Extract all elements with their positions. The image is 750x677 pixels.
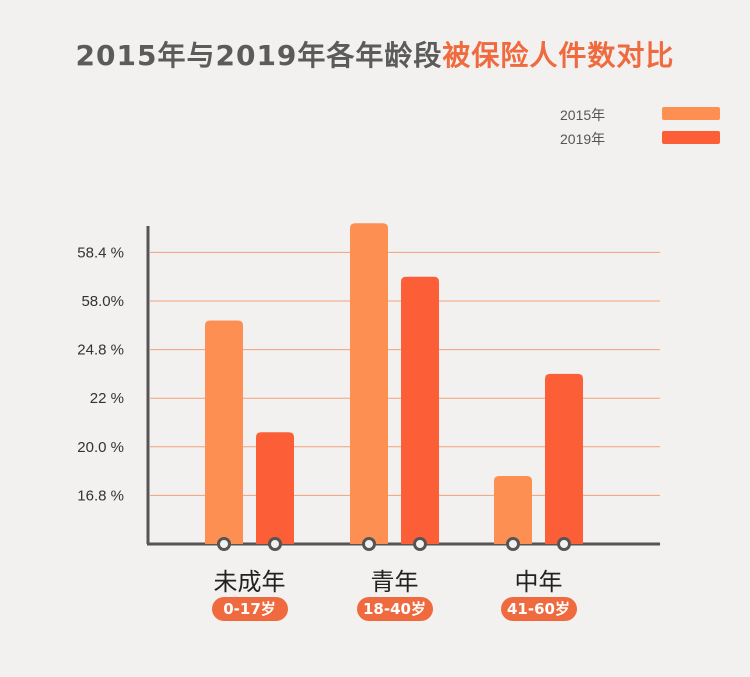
- bar-base-marker: [557, 537, 571, 551]
- y-tick-label: 16.8 %: [77, 487, 124, 504]
- bar-base-marker: [506, 537, 520, 551]
- age-range-badge: 41-60岁: [500, 597, 577, 621]
- age-range-badge: 0-17岁: [211, 597, 288, 621]
- legend-item-2019: 2019年: [560, 126, 730, 150]
- legend-label: 2019年: [560, 131, 606, 147]
- bar-2015年-未成年: [205, 320, 243, 544]
- bar-2015年-中年: [494, 475, 532, 544]
- bar-2019年-中年: [545, 373, 583, 544]
- bar-2019年-青年: [401, 276, 439, 544]
- legend-swatch: [662, 107, 720, 120]
- legend-item-2015: 2015年: [560, 102, 730, 126]
- chart-title: 2015年与2019年各年龄段被保险人件数对比: [0, 34, 750, 74]
- title-part-accent: 被保险人件数对比: [442, 39, 675, 72]
- bar-base-marker: [413, 537, 427, 551]
- y-tick-label: 20.0 %: [77, 439, 124, 456]
- bar-2019年-未成年: [256, 432, 294, 544]
- x-category-label: 中年: [514, 568, 563, 596]
- title-part-gray: 2015年与2019年各年龄段: [75, 39, 443, 72]
- y-tick-label: 58.4 %: [77, 244, 124, 261]
- x-category-label: 青年: [370, 568, 419, 596]
- legend-label: 2015年: [560, 107, 606, 123]
- legend-swatch: [662, 131, 720, 144]
- bar-base-marker: [268, 537, 282, 551]
- bar-base-marker: [217, 537, 231, 551]
- bar-base-marker: [362, 537, 376, 551]
- age-range-badge: 18-40岁: [356, 597, 433, 621]
- y-tick-label: 22 %: [90, 390, 124, 407]
- bar-2015年-青年: [350, 223, 388, 545]
- legend: 2015年 2019年: [560, 102, 730, 150]
- y-tick-label: 24.8 %: [77, 342, 124, 359]
- x-category-label: 未成年: [213, 568, 286, 596]
- y-tick-label: 58.0%: [81, 293, 124, 310]
